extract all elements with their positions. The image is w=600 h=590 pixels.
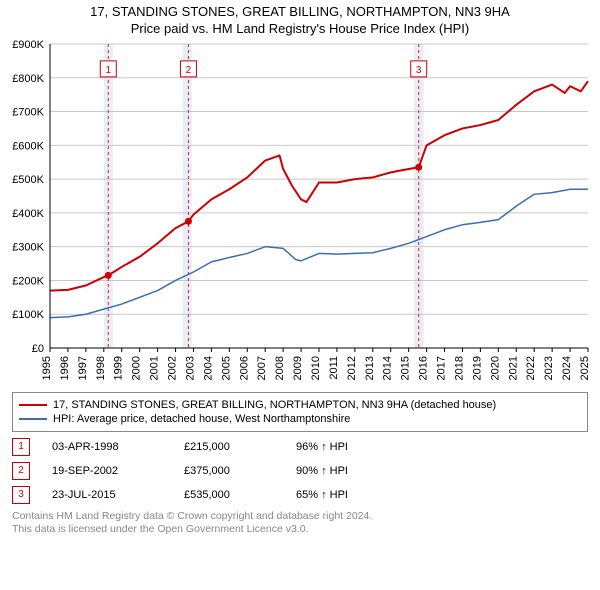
svg-text:2024: 2024 bbox=[561, 356, 573, 380]
chart-title-block: 17, STANDING STONES, GREAT BILLING, NORT… bbox=[0, 0, 600, 38]
svg-text:2020: 2020 bbox=[489, 356, 501, 380]
svg-text:1996: 1996 bbox=[59, 356, 71, 380]
svg-text:1999: 1999 bbox=[113, 356, 125, 380]
svg-text:2021: 2021 bbox=[507, 356, 519, 380]
svg-text:1998: 1998 bbox=[95, 356, 107, 380]
footer-line1: Contains HM Land Registry data © Crown c… bbox=[12, 510, 588, 524]
marker-hpi: 90% ↑ HPI bbox=[296, 465, 396, 477]
legend-swatch-hpi bbox=[19, 418, 47, 420]
svg-text:£600K: £600K bbox=[12, 140, 44, 152]
svg-text:£500K: £500K bbox=[12, 174, 44, 186]
svg-text:3: 3 bbox=[416, 65, 422, 76]
chart-title-line1: 17, STANDING STONES, GREAT BILLING, NORT… bbox=[0, 4, 600, 21]
svg-text:2012: 2012 bbox=[346, 356, 358, 380]
chart-title-line2: Price paid vs. HM Land Registry's House … bbox=[0, 21, 600, 38]
marker-row: 1 03-APR-1998 £215,000 96% ↑ HPI bbox=[12, 438, 588, 456]
svg-text:2003: 2003 bbox=[184, 356, 196, 380]
svg-text:2: 2 bbox=[186, 65, 192, 76]
svg-text:2010: 2010 bbox=[310, 356, 322, 380]
svg-text:2001: 2001 bbox=[149, 356, 161, 380]
marker-row: 3 23-JUL-2015 £535,000 65% ↑ HPI bbox=[12, 486, 588, 504]
svg-text:2016: 2016 bbox=[418, 356, 430, 380]
svg-text:£100K: £100K bbox=[12, 309, 44, 321]
marker-date: 23-JUL-2015 bbox=[52, 489, 162, 501]
legend-swatch-property bbox=[19, 404, 47, 406]
legend-row-hpi: HPI: Average price, detached house, West… bbox=[19, 413, 581, 425]
legend-label-property: 17, STANDING STONES, GREAT BILLING, NORT… bbox=[53, 399, 496, 411]
marker-box: 2 bbox=[12, 462, 30, 480]
svg-text:2014: 2014 bbox=[382, 356, 394, 380]
marker-date: 19-SEP-2002 bbox=[52, 465, 162, 477]
svg-text:2018: 2018 bbox=[453, 356, 465, 380]
marker-table: 1 03-APR-1998 £215,000 96% ↑ HPI 2 19-SEP-200… bbox=[12, 438, 588, 504]
svg-text:2019: 2019 bbox=[471, 356, 483, 380]
svg-text:£700K: £700K bbox=[12, 106, 44, 118]
marker-box: 1 bbox=[12, 438, 30, 456]
marker-box: 3 bbox=[12, 486, 30, 504]
svg-text:2015: 2015 bbox=[400, 356, 412, 380]
svg-text:2000: 2000 bbox=[131, 356, 143, 380]
chart-footer: Contains HM Land Registry data © Crown c… bbox=[12, 510, 588, 537]
svg-text:2008: 2008 bbox=[274, 356, 286, 380]
legend-label-hpi: HPI: Average price, detached house, West… bbox=[53, 413, 350, 425]
chart-legend: 17, STANDING STONES, GREAT BILLING, NORT… bbox=[12, 392, 588, 432]
footer-line2: This data is licensed under the Open Gov… bbox=[12, 523, 588, 537]
svg-text:1997: 1997 bbox=[77, 356, 89, 380]
svg-text:£800K: £800K bbox=[12, 73, 44, 85]
svg-text:2022: 2022 bbox=[525, 356, 537, 380]
marker-hpi: 65% ↑ HPI bbox=[296, 489, 396, 501]
svg-text:2025: 2025 bbox=[579, 356, 591, 380]
svg-text:2017: 2017 bbox=[436, 356, 448, 380]
legend-row-property: 17, STANDING STONES, GREAT BILLING, NORT… bbox=[19, 399, 581, 411]
marker-price: £535,000 bbox=[184, 489, 274, 501]
svg-text:2013: 2013 bbox=[364, 356, 376, 380]
marker-date: 03-APR-1998 bbox=[52, 441, 162, 453]
svg-text:£0: £0 bbox=[32, 343, 44, 355]
marker-hpi: 96% ↑ HPI bbox=[296, 441, 396, 453]
svg-text:2005: 2005 bbox=[220, 356, 232, 380]
svg-text:2004: 2004 bbox=[202, 356, 214, 380]
svg-text:£200K: £200K bbox=[12, 275, 44, 287]
svg-text:2002: 2002 bbox=[167, 356, 179, 380]
svg-text:2009: 2009 bbox=[292, 356, 304, 380]
svg-text:£300K: £300K bbox=[12, 241, 44, 253]
svg-text:£400K: £400K bbox=[12, 208, 44, 220]
svg-text:2006: 2006 bbox=[238, 356, 250, 380]
svg-text:2007: 2007 bbox=[256, 356, 268, 380]
svg-text:£900K: £900K bbox=[12, 39, 44, 51]
svg-text:2011: 2011 bbox=[328, 356, 340, 380]
price-chart: £0 £100K £200K £300K £400K £500K £600K £700K £80… bbox=[0, 38, 600, 388]
marker-price: £375,000 bbox=[184, 465, 274, 477]
svg-text:1995: 1995 bbox=[41, 356, 53, 380]
marker-row: 2 19-SEP-2002 £375,000 90% ↑ HPI bbox=[12, 462, 588, 480]
marker-price: £215,000 bbox=[184, 441, 274, 453]
svg-text:1: 1 bbox=[106, 65, 112, 76]
svg-text:2023: 2023 bbox=[543, 356, 555, 380]
